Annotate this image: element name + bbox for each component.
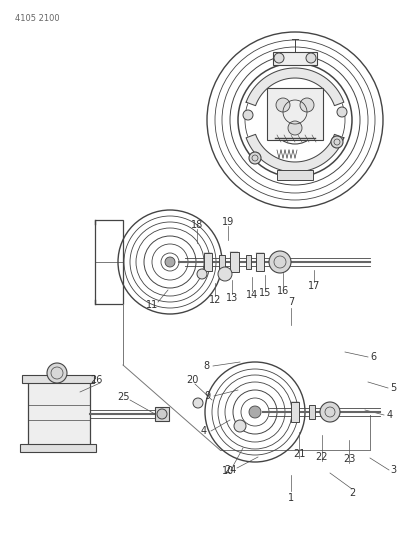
Text: 26: 26 xyxy=(90,375,102,385)
Text: 25: 25 xyxy=(118,392,130,402)
Bar xyxy=(309,405,315,419)
Circle shape xyxy=(47,363,67,383)
Text: 1: 1 xyxy=(288,493,294,503)
Text: 5: 5 xyxy=(390,383,396,393)
Circle shape xyxy=(300,98,314,112)
Text: 3: 3 xyxy=(390,465,396,475)
Text: 4: 4 xyxy=(387,410,393,420)
Text: 20: 20 xyxy=(186,375,198,385)
Circle shape xyxy=(197,269,207,279)
Text: 16: 16 xyxy=(277,286,289,296)
Circle shape xyxy=(320,402,340,422)
Bar xyxy=(291,402,299,422)
Text: 13: 13 xyxy=(226,293,238,303)
Text: 17: 17 xyxy=(308,281,320,291)
Circle shape xyxy=(193,398,203,408)
Polygon shape xyxy=(246,134,344,172)
Circle shape xyxy=(337,107,347,117)
Text: 4105 2100: 4105 2100 xyxy=(15,14,60,23)
Text: 9: 9 xyxy=(204,391,210,401)
Bar xyxy=(267,88,323,140)
Text: 12: 12 xyxy=(209,295,221,305)
Text: 8: 8 xyxy=(203,361,209,371)
Text: 2: 2 xyxy=(349,488,355,498)
Bar xyxy=(204,253,212,271)
Bar xyxy=(95,220,123,304)
Circle shape xyxy=(249,152,261,164)
Circle shape xyxy=(306,53,316,63)
Bar xyxy=(230,252,239,272)
Text: 21: 21 xyxy=(293,449,305,459)
Circle shape xyxy=(285,110,305,130)
Text: 19: 19 xyxy=(222,217,234,227)
Bar xyxy=(277,170,313,180)
Bar xyxy=(219,255,225,269)
Bar xyxy=(22,375,94,383)
Circle shape xyxy=(234,420,246,432)
Circle shape xyxy=(249,406,261,418)
Text: 15: 15 xyxy=(259,288,271,298)
Bar xyxy=(256,253,264,271)
Circle shape xyxy=(269,251,291,273)
Circle shape xyxy=(331,136,343,148)
Bar xyxy=(28,380,90,448)
Text: 18: 18 xyxy=(191,220,203,230)
Text: 24: 24 xyxy=(224,465,236,475)
Text: 10: 10 xyxy=(222,466,234,476)
Polygon shape xyxy=(246,68,344,106)
Bar xyxy=(246,255,251,269)
Text: 7: 7 xyxy=(288,297,294,307)
Circle shape xyxy=(288,121,302,135)
Circle shape xyxy=(274,53,284,63)
Text: 22: 22 xyxy=(316,452,328,462)
Text: 6: 6 xyxy=(370,352,376,362)
Circle shape xyxy=(276,98,290,112)
Text: 23: 23 xyxy=(343,454,355,464)
Circle shape xyxy=(218,267,232,281)
Circle shape xyxy=(157,409,167,419)
Bar xyxy=(273,52,317,65)
Circle shape xyxy=(243,110,253,120)
Text: 4: 4 xyxy=(201,426,207,436)
Bar xyxy=(20,444,96,452)
Bar xyxy=(155,407,169,421)
Circle shape xyxy=(165,257,175,267)
Text: 14: 14 xyxy=(246,290,258,300)
Text: 11: 11 xyxy=(146,300,158,310)
